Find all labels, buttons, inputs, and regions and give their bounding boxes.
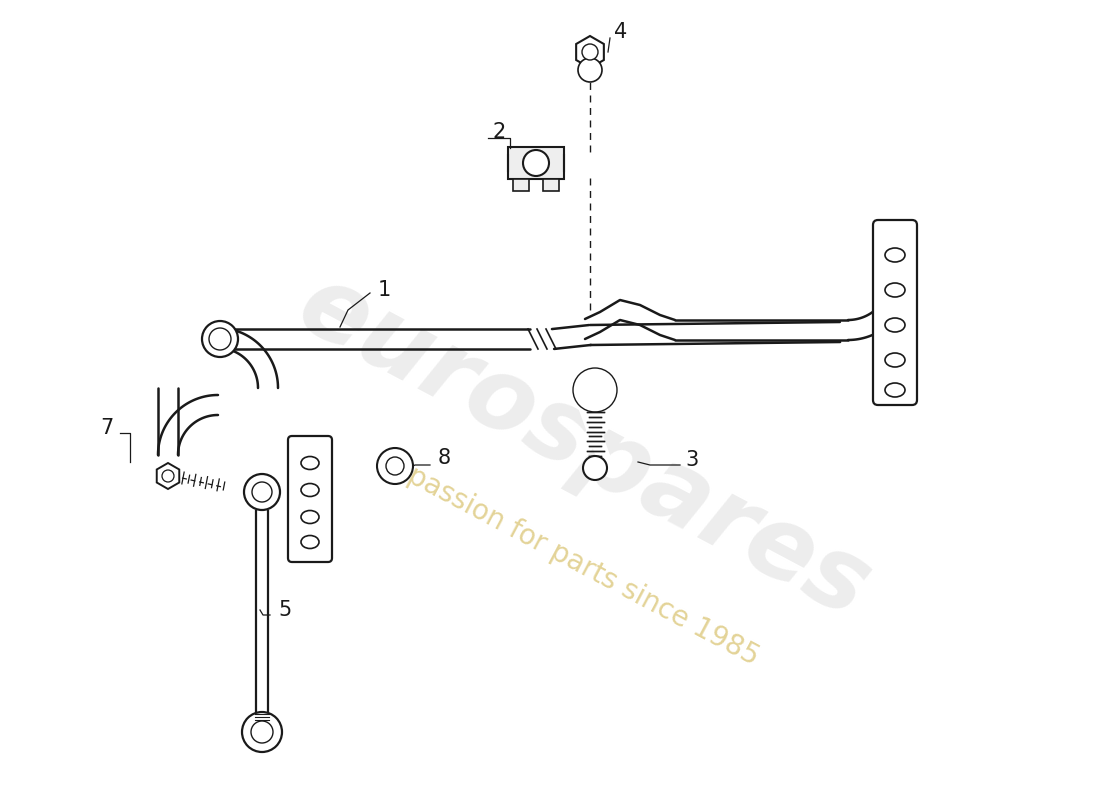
Text: 2: 2 <box>492 122 505 142</box>
Circle shape <box>242 712 282 752</box>
Text: 3: 3 <box>685 450 698 470</box>
Text: 5: 5 <box>278 600 292 620</box>
Circle shape <box>251 721 273 743</box>
Ellipse shape <box>886 383 905 397</box>
Circle shape <box>209 328 231 350</box>
Ellipse shape <box>886 248 905 262</box>
Circle shape <box>244 474 280 510</box>
Ellipse shape <box>301 483 319 497</box>
Ellipse shape <box>301 457 319 470</box>
Circle shape <box>377 448 412 484</box>
Circle shape <box>573 368 617 412</box>
Circle shape <box>580 375 611 405</box>
Circle shape <box>252 482 272 502</box>
Circle shape <box>578 58 602 82</box>
Circle shape <box>522 150 549 176</box>
Polygon shape <box>508 147 564 179</box>
Circle shape <box>583 456 607 480</box>
Text: 1: 1 <box>378 280 392 300</box>
Circle shape <box>202 321 238 357</box>
Ellipse shape <box>886 353 905 367</box>
Polygon shape <box>576 36 604 68</box>
Ellipse shape <box>301 510 319 523</box>
Text: 8: 8 <box>438 448 451 468</box>
FancyBboxPatch shape <box>543 179 559 191</box>
Circle shape <box>582 44 598 60</box>
FancyBboxPatch shape <box>873 220 917 405</box>
Circle shape <box>162 470 174 482</box>
FancyBboxPatch shape <box>513 179 529 191</box>
Ellipse shape <box>886 283 905 297</box>
Text: a passion for parts since 1985: a passion for parts since 1985 <box>381 449 763 671</box>
Polygon shape <box>156 463 179 489</box>
FancyBboxPatch shape <box>288 436 332 562</box>
Text: 7: 7 <box>100 418 113 438</box>
Circle shape <box>386 457 404 475</box>
Ellipse shape <box>301 535 319 549</box>
Ellipse shape <box>886 318 905 332</box>
Text: eurospares: eurospares <box>280 257 886 639</box>
Text: 4: 4 <box>614 22 627 42</box>
